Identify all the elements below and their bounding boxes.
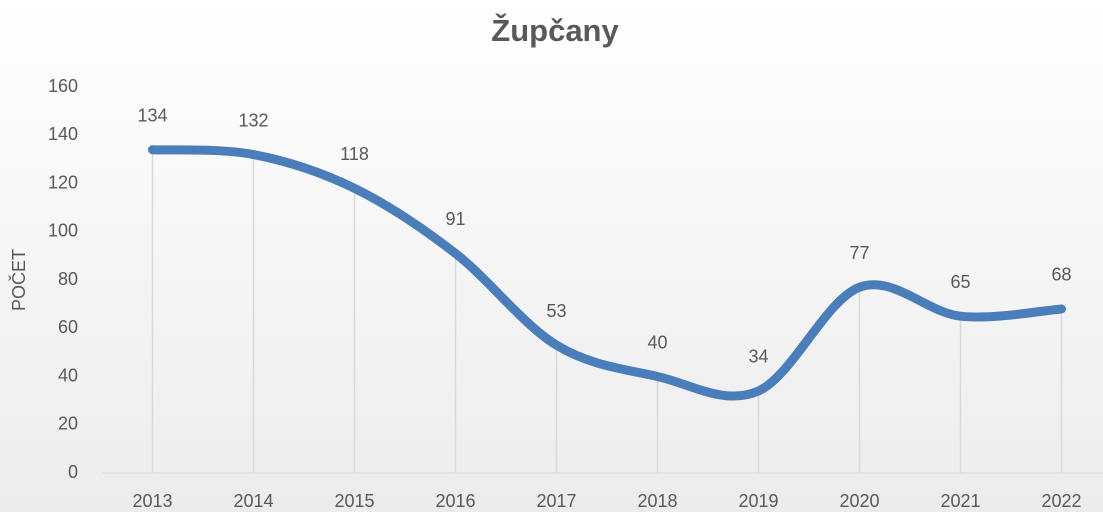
data-label: 118 [340,144,369,164]
x-tick-label: 2018 [637,491,677,511]
x-tick-label: 2013 [132,491,172,511]
data-label: 40 [647,332,667,352]
y-tick-label: 120 [48,172,78,192]
data-label: 68 [1051,265,1071,285]
y-tick-label: 0 [68,462,78,482]
x-tick-label: 2017 [536,491,576,511]
x-tick-label: 2021 [940,491,980,511]
x-tick-label: 2015 [334,491,374,511]
x-tick-label: 2016 [435,491,475,511]
chart-title: Župčany [491,12,619,48]
data-label: 91 [445,209,465,229]
y-tick-label: 140 [48,124,78,144]
y-axis-label: POČET [8,249,29,311]
data-label: 77 [849,243,869,263]
y-tick-label: 40 [58,365,78,385]
data-label: 34 [748,347,768,367]
data-label: 132 [238,110,268,130]
y-tick-label: 80 [58,269,78,289]
y-tick-label: 20 [58,414,78,434]
y-tick-label: 100 [48,221,78,241]
x-tick-label: 2014 [233,491,273,511]
data-label: 53 [546,301,566,321]
y-tick-label: 160 [48,76,78,96]
data-label: 134 [137,105,167,125]
line-series [148,145,1066,401]
x-tick-label: 2019 [738,491,778,511]
y-tick-label: 60 [58,317,78,337]
x-tick-label: 2020 [839,491,879,511]
x-tick-label: 2022 [1041,491,1081,511]
data-label: 65 [950,272,970,292]
